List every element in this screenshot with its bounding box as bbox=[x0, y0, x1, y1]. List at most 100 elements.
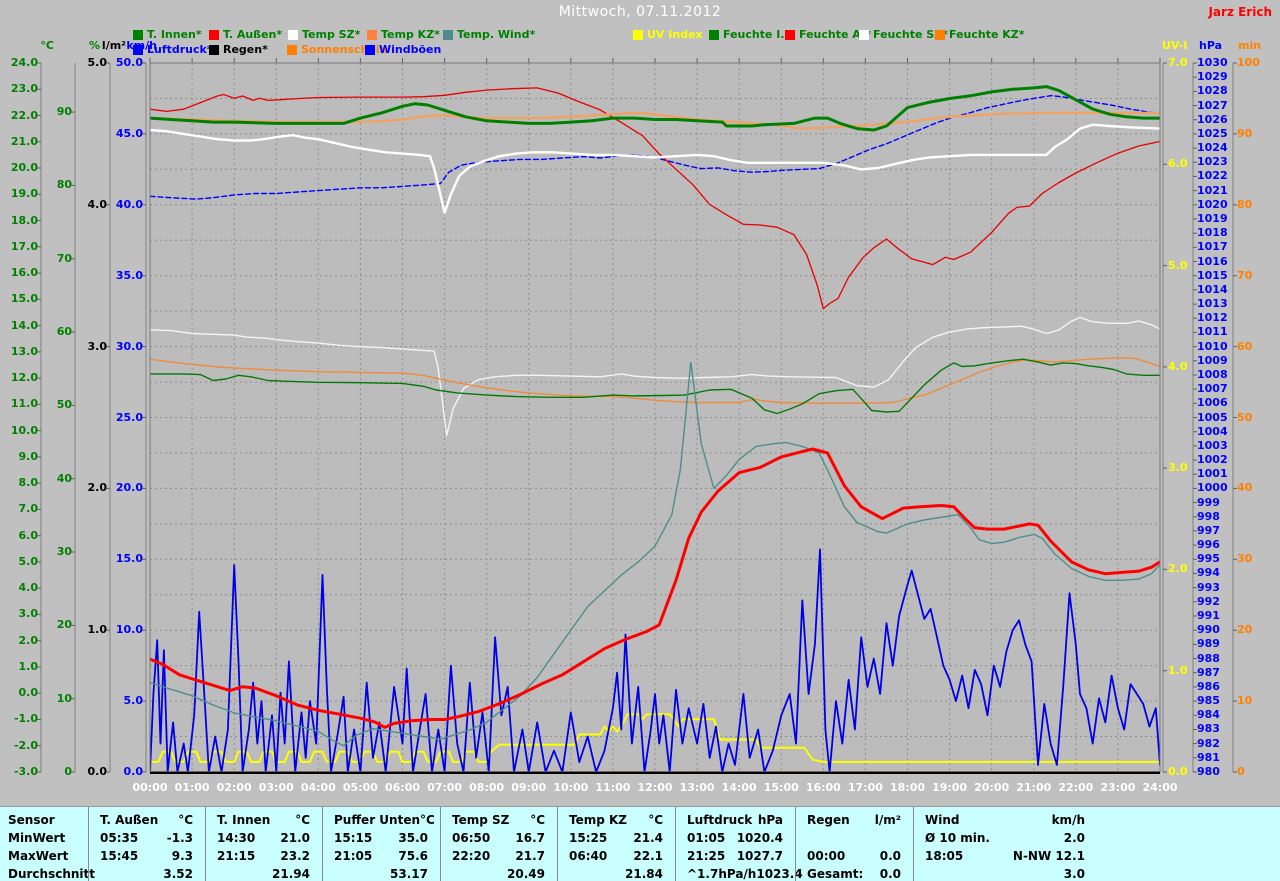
axis-C-tick-label: 0.0 bbox=[18, 686, 39, 700]
legend-label-windboeen: Windböen bbox=[379, 43, 442, 56]
axis-hpa-tick-label: 1020 bbox=[1197, 197, 1228, 211]
axis-C-tick-label: 4.0 bbox=[18, 581, 39, 595]
table-cell-7-2: 3.0 bbox=[925, 867, 1085, 881]
table-cell-2-2: 53.17 bbox=[334, 867, 428, 881]
table-cell-2-1-value: 75.6 bbox=[398, 849, 428, 863]
axis-hpa-tick-label: 989 bbox=[1197, 637, 1220, 651]
axis-uvi-tick-label: 7.0 bbox=[1168, 56, 1188, 69]
series-temp_sz bbox=[150, 123, 1160, 214]
axis-C-tick-label: 6.0 bbox=[18, 528, 39, 542]
series-t_innen bbox=[150, 85, 1160, 132]
axis-C-tick-label: 13.0 bbox=[10, 344, 38, 358]
axis-uvi-unit: UV-I bbox=[1162, 39, 1188, 52]
axis-pct-tick-label: 10 bbox=[56, 691, 72, 705]
table-cell-7-2-value: 3.0 bbox=[1063, 867, 1085, 881]
axis-kmh-tick-label: 0.0 bbox=[123, 765, 144, 778]
stats-table: Sensor MinWert MaxWert Durchschnitt T. Außen… bbox=[0, 806, 1280, 881]
axis-pct-tick-label: 80 bbox=[56, 178, 72, 192]
legend-label-feuchte_kz: Feuchte KZ* bbox=[949, 28, 1025, 41]
table-cell-5-2-value: 1023.4 bbox=[756, 867, 803, 881]
axis-uvi-tick-label: 0.0 bbox=[1168, 765, 1188, 778]
axis-hpa-tick-label: 981 bbox=[1197, 750, 1220, 764]
table-cell-6-2-value: 0.0 bbox=[879, 867, 901, 881]
table-cell-5-1-value: 1027.7 bbox=[736, 849, 783, 863]
axis-hpa-tick-label: 993 bbox=[1197, 580, 1220, 594]
table-header-0-value: °C bbox=[178, 813, 193, 827]
table-cell-4-1-value: 22.1 bbox=[633, 849, 663, 863]
axis-hpa-tick-label: 1011 bbox=[1197, 325, 1228, 339]
table-cell-1-1: 21:15 23.2 bbox=[217, 849, 310, 864]
table-separator bbox=[557, 807, 558, 881]
axis-C-unit: °C bbox=[40, 39, 54, 52]
legend-swatch-regen bbox=[209, 45, 219, 55]
x-axis-label: 11:00 bbox=[595, 781, 631, 794]
table-cell-0-2-value: 3.52 bbox=[163, 867, 193, 881]
table-cell-2-0: 15:15 35.0 bbox=[334, 831, 428, 846]
axis-uvi-tick-label: 2.0 bbox=[1168, 562, 1188, 576]
axis-kmh-tick-label: 50.0 bbox=[115, 56, 143, 69]
table-header-4-label: Temp KZ bbox=[569, 813, 628, 827]
table-cell-5-0-value: 1020.4 bbox=[736, 831, 783, 845]
x-axis-label: 22:00 bbox=[1058, 781, 1094, 794]
x-axis-label: 08:00 bbox=[469, 781, 505, 794]
axis-hpa-tick-label: 1030 bbox=[1197, 56, 1228, 69]
axis-C-tick-label: 17.0 bbox=[10, 239, 38, 253]
x-axis-label: 24:00 bbox=[1142, 781, 1178, 794]
x-axis-label: 09:00 bbox=[511, 781, 547, 794]
page-title: Mittwoch, 07.11.2012 bbox=[558, 4, 722, 20]
axis-kmh-tick-label: 5.0 bbox=[123, 694, 144, 708]
table-cell-5-2: ^1.7hPa/h 1023.4 bbox=[687, 867, 803, 881]
axis-kmh-tick-label: 30.0 bbox=[115, 339, 143, 353]
x-axis-label: 04:00 bbox=[300, 781, 336, 794]
series-luftdruck bbox=[150, 94, 1160, 200]
axis-hpa-tick-label: 990 bbox=[1197, 623, 1220, 637]
axis-pct-tick-label: 50 bbox=[56, 398, 72, 412]
legend-swatch-feuchte_kz bbox=[935, 30, 945, 40]
axis-hpa-tick-label: 1017 bbox=[1197, 240, 1228, 254]
table-separator bbox=[913, 807, 914, 881]
x-axis-label: 02:00 bbox=[216, 781, 252, 794]
axis-hpa-tick-label: 994 bbox=[1197, 566, 1220, 580]
axis-C-tick-label: 18.0 bbox=[10, 213, 38, 227]
legend-label-temp_sz: Temp SZ* bbox=[302, 28, 361, 41]
axis-hpa-tick-label: 1010 bbox=[1197, 339, 1228, 353]
axis-C-tick-label: -3.0 bbox=[13, 765, 38, 778]
axis-kmh-tick-label: 10.0 bbox=[115, 623, 143, 637]
table-header-5-value: hPa bbox=[757, 813, 783, 827]
axis-hpa-tick-label: 1007 bbox=[1197, 382, 1228, 396]
axis-uvi-tick-label: 1.0 bbox=[1168, 663, 1188, 677]
axis-pct-tick-label: 40 bbox=[56, 471, 72, 485]
table-rowlabel: MinWert bbox=[8, 831, 80, 846]
table-header-1-label: T. Innen bbox=[217, 813, 271, 827]
legend-swatch-feuchte_sz bbox=[859, 30, 869, 40]
table-cell-3-1: 22:20 21.7 bbox=[452, 849, 545, 864]
table-cell-1-0-value: 21.0 bbox=[280, 831, 310, 845]
legend-swatch-temp_sz bbox=[288, 30, 298, 40]
axis-C-tick-label: 20.0 bbox=[10, 161, 38, 175]
axis-hpa-tick-label: 1002 bbox=[1197, 453, 1228, 467]
axis-min-tick-label: 0 bbox=[1237, 765, 1245, 778]
table-rowlabel-label: MinWert bbox=[8, 831, 66, 845]
axis-hpa-tick-label: 980 bbox=[1197, 765, 1220, 778]
axis-min-tick-label: 70 bbox=[1237, 268, 1253, 282]
axis-uvi-tick-label: 6.0 bbox=[1168, 157, 1188, 171]
x-axis-label: 15:00 bbox=[763, 781, 799, 794]
axis-min-tick-label: 80 bbox=[1237, 197, 1253, 211]
axis-C-tick-label: 1.0 bbox=[18, 659, 39, 673]
axis-uvi-tick-label: 3.0 bbox=[1168, 461, 1188, 475]
table-header-6-value: l/m² bbox=[874, 813, 901, 827]
x-axis-label: 18:00 bbox=[889, 781, 925, 794]
table-cell-0-0-label: 05:35 bbox=[100, 831, 139, 845]
series-feuchte_sz bbox=[150, 316, 1160, 437]
axis-C-tick-label: 23.0 bbox=[10, 82, 38, 96]
axis-C-tick-label: 10.0 bbox=[10, 423, 38, 437]
axis-lm2-tick-label: 2.0 bbox=[87, 481, 108, 495]
table-cell-4-0-value: 21.4 bbox=[633, 831, 663, 845]
axis-C-tick-label: 8.0 bbox=[18, 476, 39, 490]
table-cell-3-1-label: 22:20 bbox=[452, 849, 491, 863]
axis-min-tick-label: 20 bbox=[1237, 623, 1253, 637]
axis-C-tick-label: 15.0 bbox=[10, 292, 38, 306]
axis-C-tick-label: 22.0 bbox=[10, 108, 38, 122]
table-cell-6-1-value: 0.0 bbox=[879, 849, 901, 863]
